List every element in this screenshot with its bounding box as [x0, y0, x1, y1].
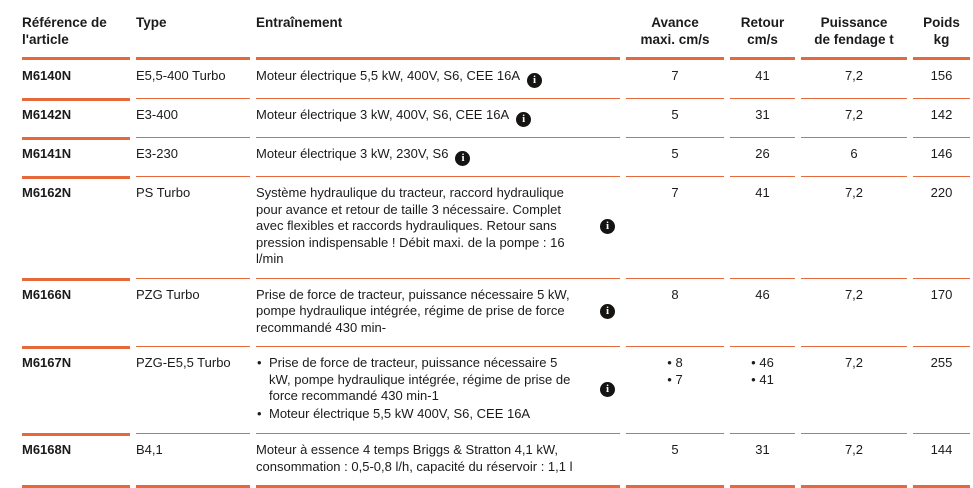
- info-icon[interactable]: i: [527, 73, 542, 88]
- retour-cell: 46 41: [730, 346, 795, 433]
- drive-text: Moteur électrique 3 kW, 400V, S6, CEE 16…: [256, 107, 510, 122]
- drive-cell: Moteur électrique 3 kW, 400V, S6, CEE 16…: [256, 98, 620, 137]
- info-icon[interactable]: i: [600, 219, 615, 235]
- retour-value: 41: [730, 372, 795, 389]
- weight-cell: 146: [913, 137, 970, 176]
- col-header-retour-line2: cm/s: [747, 32, 778, 47]
- drive-bullet-item: Moteur électrique 5,5 kW 400V, S6, CEE 1…: [256, 406, 580, 423]
- drive-cell: Système hydraulique du tracteur, raccord…: [256, 176, 620, 278]
- table-row: M6140N E5,5-400 Turbo Moteur électrique …: [22, 60, 970, 98]
- advance-value: 8: [626, 355, 724, 372]
- retour-cell: 31: [730, 433, 795, 488]
- table-row: M6166N PZG Turbo Prise de force de tract…: [22, 277, 970, 347]
- col-header-advance-line2: maxi. cm/s: [640, 32, 710, 47]
- table-row: M6167N PZG-E5,5 Turbo Prise de force de …: [22, 346, 970, 433]
- retour-cell: 46: [730, 277, 795, 347]
- col-header-reference: Référence de l'article: [22, 14, 130, 60]
- table-row: M6168N B4,1 Moteur à essence 4 temps Bri…: [22, 433, 970, 488]
- type-cell: E3-230: [136, 137, 250, 176]
- type-cell: E3-400: [136, 98, 250, 137]
- col-header-retour-line1: Retour: [740, 15, 785, 30]
- power-cell: 7,2: [801, 433, 907, 488]
- advance-cell: 5: [626, 137, 724, 176]
- info-icon[interactable]: i: [455, 151, 471, 166]
- col-header-weight-line2: kg: [933, 32, 950, 47]
- table-header: Référence de l'article Type Entraînement…: [22, 14, 970, 60]
- weight-cell: 170: [913, 277, 970, 347]
- weight-cell: 220: [913, 176, 970, 278]
- ref-cell: M6166N: [22, 277, 130, 347]
- ref-cell: M6140N: [22, 68, 72, 83]
- power-cell: 6: [801, 137, 907, 176]
- power-cell: 7,2: [801, 176, 907, 278]
- drive-cell: Prise de force de tracteur, puissance né…: [256, 277, 620, 347]
- ref-cell: M6162N: [22, 176, 130, 278]
- advance-cell: 8: [626, 277, 724, 347]
- weight-cell: 142: [913, 98, 970, 137]
- table-row: M6162N PS Turbo Système hydraulique du t…: [22, 176, 970, 278]
- col-header-advance: Avance maxi. cm/s: [626, 14, 724, 60]
- drive-cell: Moteur électrique 3 kW, 230V, S6 i: [256, 137, 620, 176]
- retour-cell: 41: [755, 68, 770, 83]
- type-cell: PZG Turbo: [136, 277, 250, 347]
- power-cell: 7,2: [801, 346, 907, 433]
- drive-text: Moteur électrique 5,5 kW, 400V, S6, CEE …: [256, 68, 520, 83]
- col-header-power-line2: de fendage t: [814, 32, 894, 47]
- ref-cell: M6168N: [22, 433, 130, 488]
- col-header-reference-line2: l'article: [22, 32, 69, 47]
- drive-text: Prise de force de tracteur, puissance né…: [256, 286, 570, 335]
- advance-value: 7: [626, 372, 724, 389]
- drive-text: Système hydraulique du tracteur, raccord…: [256, 185, 565, 266]
- retour-value: 46: [730, 355, 795, 372]
- col-header-reference-line1: Référence de: [22, 15, 107, 30]
- drive-cell: Moteur à essence 4 temps Briggs & Stratt…: [256, 433, 620, 488]
- type-cell: PS Turbo: [136, 176, 250, 278]
- col-header-weight: Poids kg: [913, 14, 970, 60]
- table-row: M6142N E3-400 Moteur électrique 3 kW, 40…: [22, 98, 970, 137]
- drive-bullet-list: Prise de force de tracteur, puissance né…: [256, 355, 620, 422]
- table-row: M6141N E3-230 Moteur électrique 3 kW, 23…: [22, 137, 970, 176]
- drive-text: Moteur électrique 3 kW, 230V, S6: [256, 146, 449, 161]
- product-spec-table: Référence de l'article Type Entraînement…: [16, 14, 973, 488]
- col-header-retour: Retour cm/s: [730, 14, 795, 60]
- type-cell: E5,5-400 Turbo: [136, 68, 226, 83]
- advance-cell: 7: [671, 68, 679, 83]
- info-icon[interactable]: i: [600, 382, 615, 397]
- type-cell: PZG-E5,5 Turbo: [136, 346, 250, 433]
- info-icon[interactable]: i: [516, 112, 532, 127]
- retour-cell: 31: [730, 98, 795, 137]
- advance-cell: 5: [626, 433, 724, 488]
- drive-cell: Moteur électrique 5,5 kW, 400V, S6, CEE …: [256, 60, 620, 98]
- col-header-power: Puissance de fendage t: [801, 14, 907, 60]
- ref-cell: M6141N: [22, 137, 130, 176]
- power-cell: 7,2: [801, 277, 907, 347]
- info-icon[interactable]: i: [600, 304, 615, 320]
- ref-cell: M6142N: [22, 98, 130, 137]
- col-header-drive: Entraînement: [256, 14, 620, 60]
- type-cell: B4,1: [136, 433, 250, 488]
- col-header-weight-line1: Poids: [923, 15, 960, 30]
- power-cell: 7,2: [844, 68, 864, 83]
- weight-cell: 255: [913, 346, 970, 433]
- col-header-type: Type: [136, 14, 250, 60]
- drive-bullet-item: Prise de force de tracteur, puissance né…: [256, 355, 580, 405]
- advance-cell: 8 7: [626, 346, 724, 433]
- col-header-advance-line1: Avance: [651, 15, 699, 30]
- col-header-power-line1: Puissance: [820, 15, 888, 30]
- drive-cell: Prise de force de tracteur, puissance né…: [256, 346, 620, 433]
- retour-cell: 41: [730, 176, 795, 278]
- power-cell: 7,2: [801, 98, 907, 137]
- advance-cell: 5: [626, 98, 724, 137]
- retour-cell: 26: [730, 137, 795, 176]
- weight-cell: 156: [930, 68, 953, 83]
- ref-cell: M6167N: [22, 346, 130, 433]
- drive-text: Moteur à essence 4 temps Briggs & Stratt…: [256, 442, 573, 474]
- weight-cell: 144: [913, 433, 970, 488]
- advance-cell: 7: [626, 176, 724, 278]
